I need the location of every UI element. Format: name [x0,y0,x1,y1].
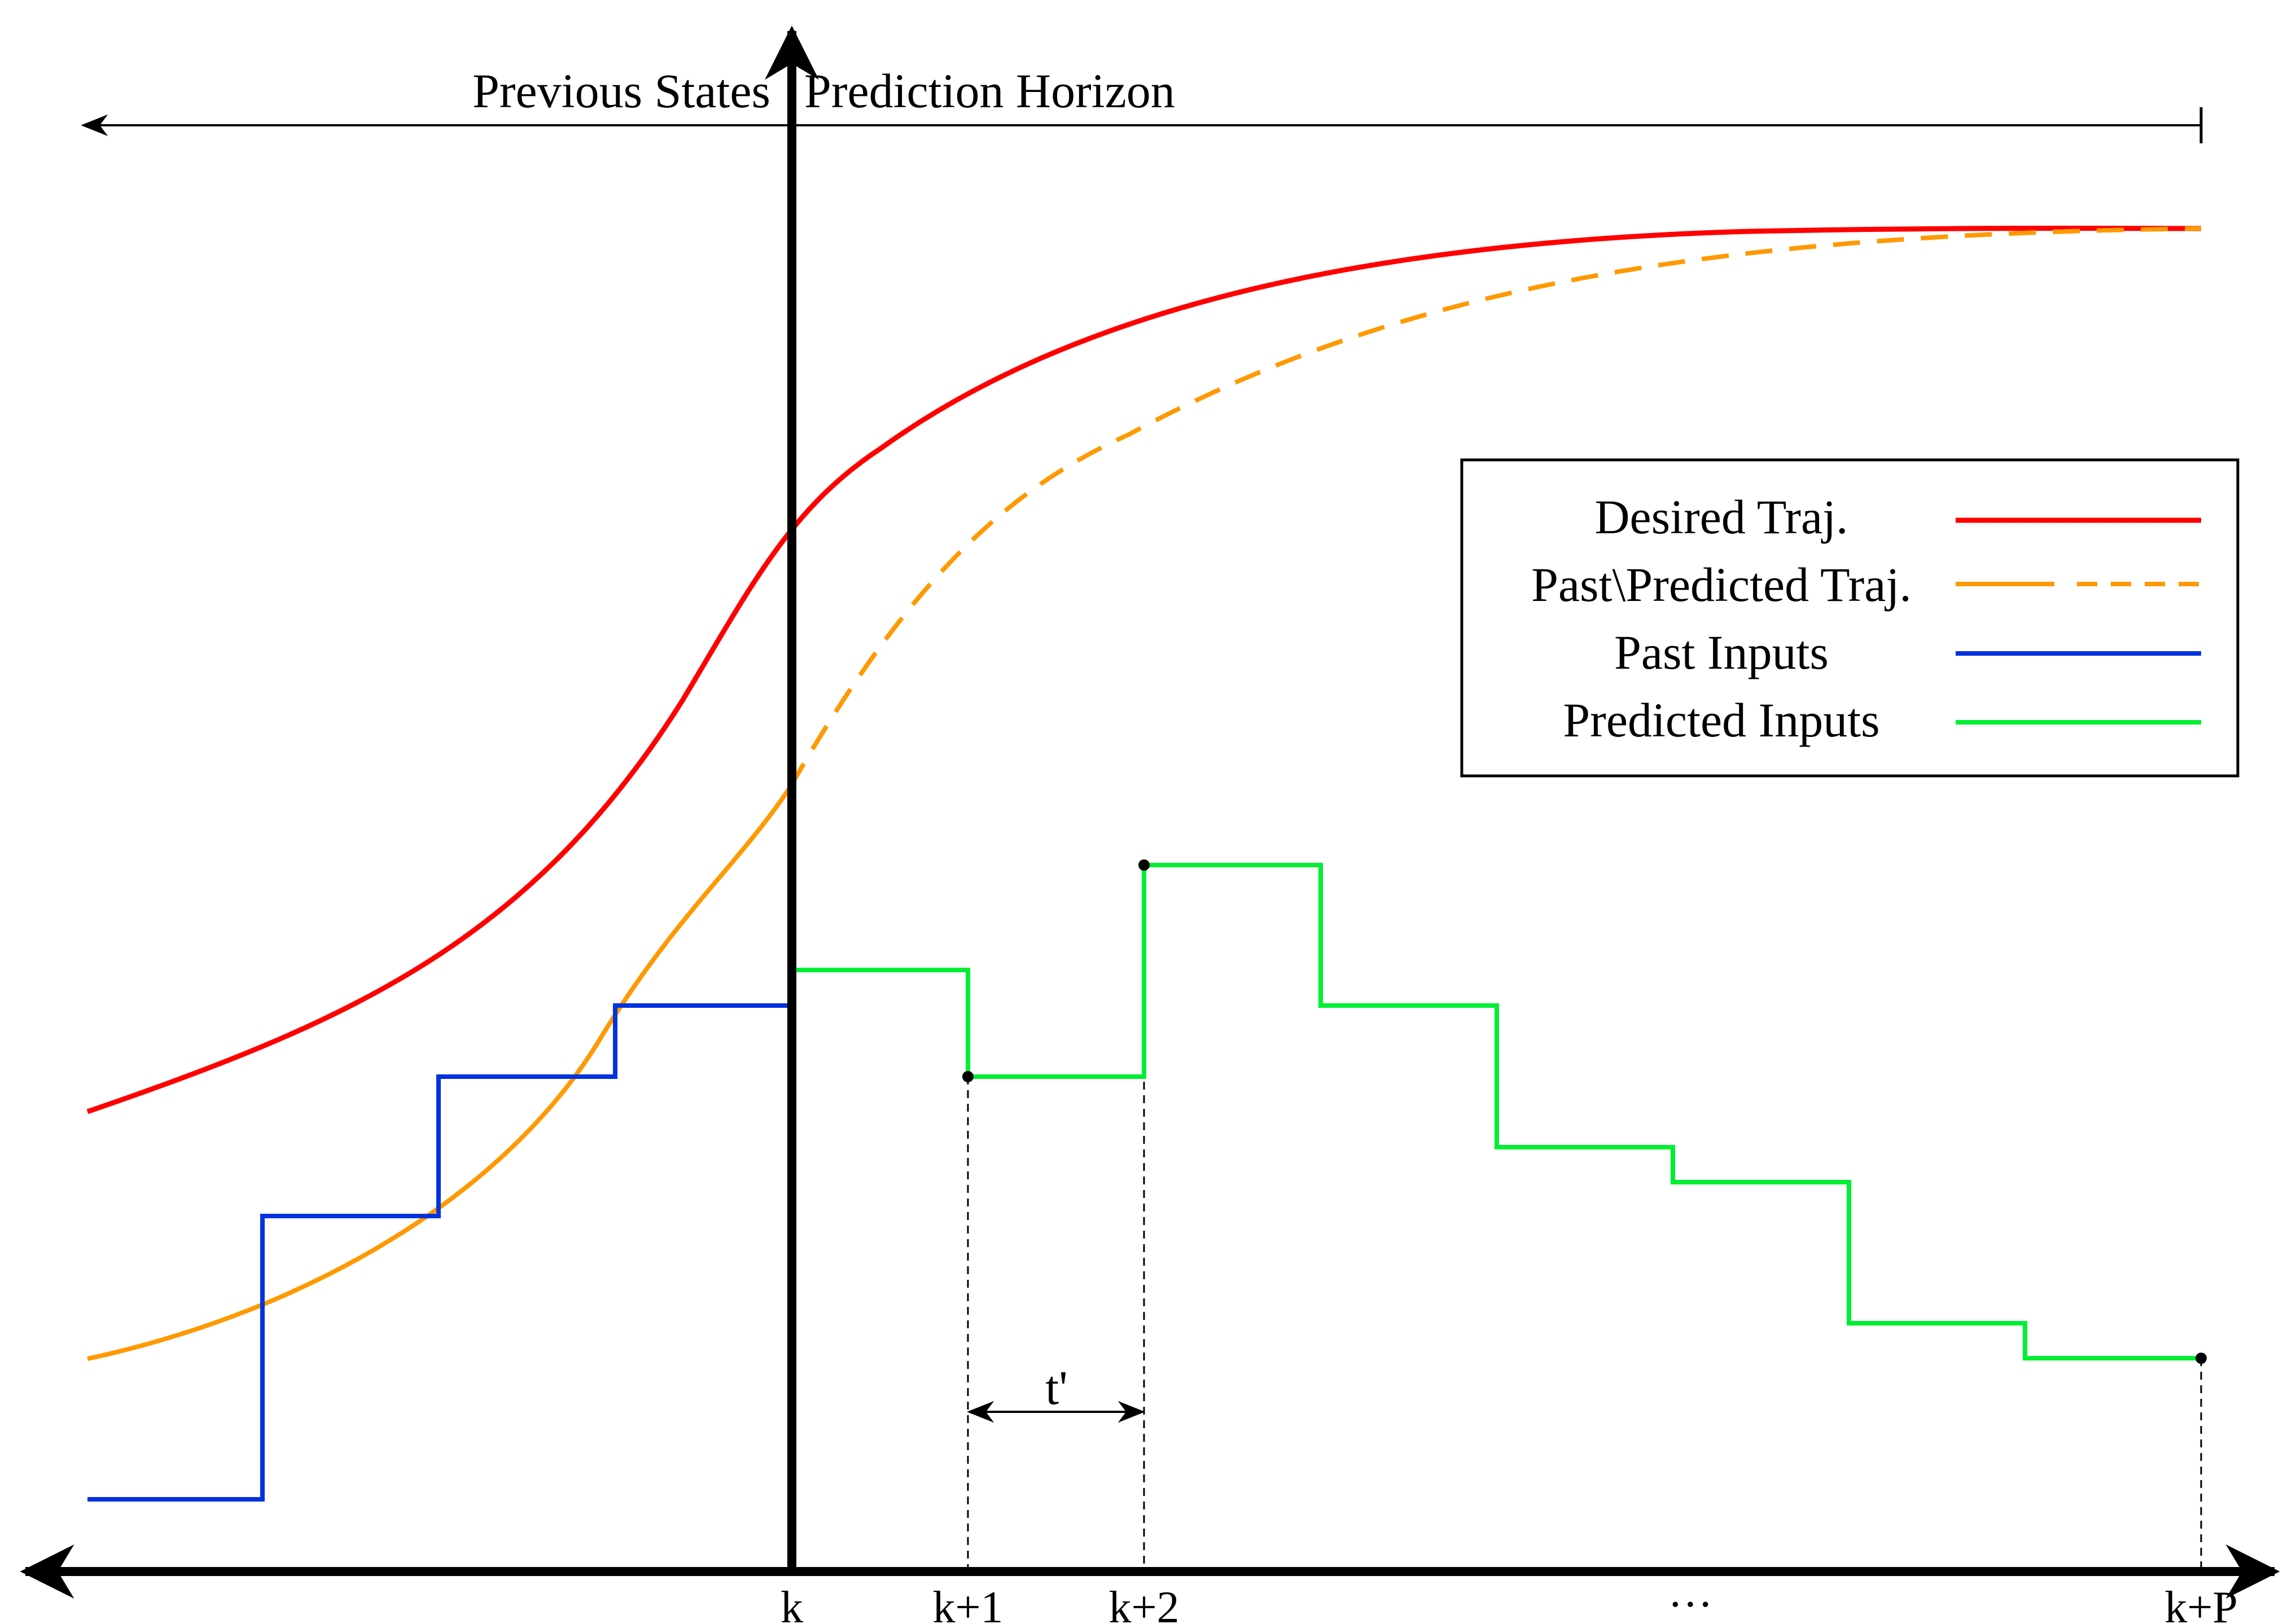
predicted-inputs-steps [792,863,2201,1360]
legend: Desired Traj. Past\Predicted Traj. Past … [1460,458,2240,778]
tick-label-ellipsis: ··· [1668,1580,1713,1624]
tick-label-k: k [781,1583,803,1624]
guide-lines [967,865,2202,1572]
desired-trajectory-curve [86,225,2202,1114]
marker-dot-k2 [1138,859,1150,871]
horizon-arrow [81,107,2203,143]
legend-label-predicted-inputs: Predicted Inputs [1563,693,1879,747]
predicted-trajectory-curve [788,226,2202,788]
marker-dot-kp [2195,1353,2207,1364]
tick-label-kp: k+P [2164,1583,2238,1624]
prediction-horizon-label: Prediction Horizon [804,64,1175,118]
tick-label-k2: k+2 [1108,1583,1179,1624]
past-inputs-steps [87,1003,792,1502]
tick-label-k1: k+1 [932,1583,1003,1624]
marker-dot-k1 [962,1071,974,1082]
previous-states-label: Previous States [472,64,770,118]
legend-label-past-inputs: Past Inputs [1614,625,1829,679]
interval-label: t' [1045,1360,1067,1415]
legend-label-past-predicted: Past\Predicted Traj. [1531,558,1912,612]
legend-label-desired: Desired Traj. [1594,490,1848,544]
